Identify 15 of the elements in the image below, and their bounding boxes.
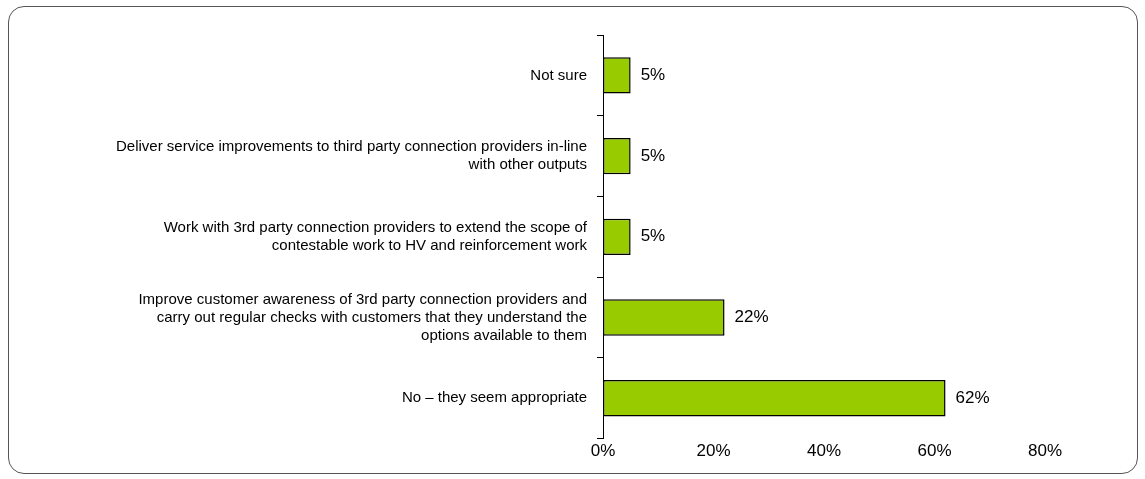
- y-tick-label: Improve customer awareness of 3rd party connection providers and carry out regular checks with customers that they understand the options available to them: [138, 289, 587, 343]
- data-label: 5%: [640, 145, 666, 165]
- data-label: 5%: [640, 65, 666, 85]
- x-tick-label: 80%: [1027, 441, 1063, 461]
- x-tick-label: 40%: [806, 441, 842, 461]
- data-label: 5%: [640, 226, 666, 246]
- x-tick-label: 60%: [917, 441, 952, 461]
- y-tick-label: No – they seem appropriate: [401, 388, 587, 406]
- x-tick-label: 0%: [590, 441, 616, 461]
- y-tick-label: Not sure: [530, 65, 587, 83]
- x-tick-label: 20%: [696, 441, 731, 461]
- y-tick-label: Deliver service improvements to third party connection providers in-line with other outputs: [115, 137, 587, 173]
- data-label: 22%: [734, 307, 769, 327]
- y-tick-label: Work with 3rd party connection providers to extend the scope of contestable work to HV and reinforcement work: [163, 217, 588, 253]
- data-label: 62%: [955, 387, 990, 407]
